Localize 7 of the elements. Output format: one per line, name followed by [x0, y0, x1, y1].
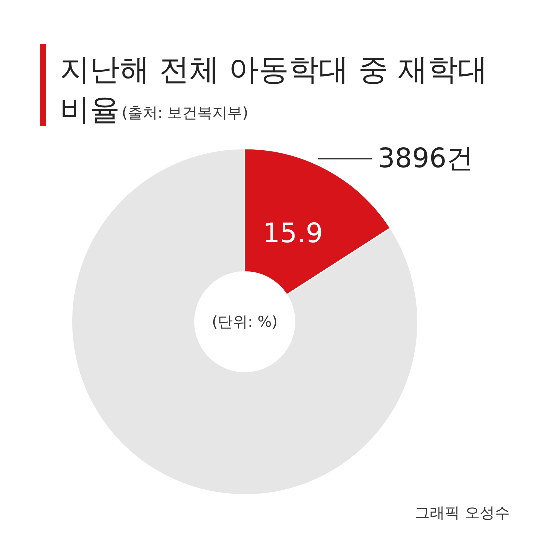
chart-subtitle: 비율 — [60, 93, 120, 128]
text: 3896건 — [378, 144, 474, 174]
data-label: 15.9 — [263, 218, 324, 250]
text: (단위: %) — [212, 313, 278, 331]
text: (출처: 보건복지부) — [122, 104, 249, 122]
text: 그래픽 오성수 — [415, 504, 510, 522]
chart-title: 지난해 전체 아동학대 중 재학대 — [60, 53, 488, 88]
